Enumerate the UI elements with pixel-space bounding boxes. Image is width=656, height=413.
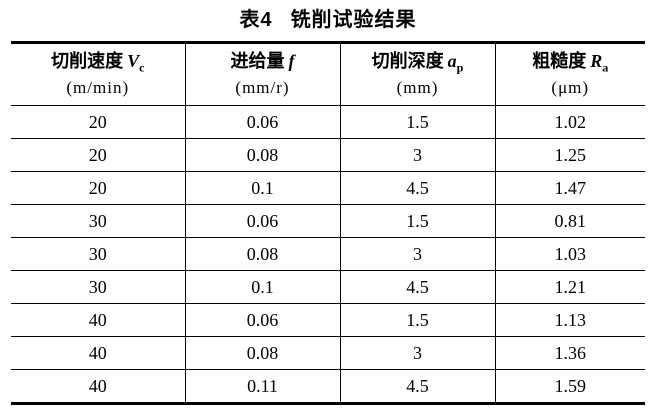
table-cell: 1.25: [494, 138, 645, 172]
table-title-text: 铣削试验结果: [290, 9, 417, 31]
table-cell: 1.13: [494, 303, 645, 337]
table-cell: 1.5: [339, 303, 496, 337]
table-cell: 30: [11, 270, 186, 304]
column-name: 粗糙度: [532, 51, 587, 71]
table-cell: 0.06: [184, 204, 341, 238]
table-cell: 0.08: [184, 237, 341, 271]
table-cell: 40: [11, 336, 186, 370]
table-cell: 0.1: [184, 270, 341, 304]
column-unit: (m/min): [66, 78, 130, 97]
table-cell: 40: [11, 369, 186, 404]
table-cell: 40: [11, 303, 186, 337]
table-cell: 20: [11, 105, 186, 139]
table-number: 表4: [239, 9, 273, 31]
table-cell: 1.47: [494, 171, 645, 205]
table-cell: 4.5: [339, 270, 496, 304]
table-row: 20 0.1 4.5 1.47: [11, 171, 645, 205]
column-symbol: Vc: [127, 51, 145, 75]
table-cell: 30: [11, 237, 186, 271]
table-row: 20 0.08 3 1.25: [11, 138, 645, 172]
header-cell-cutting-depth: 切削深度 ap (mm): [339, 42, 496, 106]
header-row: 切削速度 Vc (m/min) 进给量 f (mm/r) 切削深度 ap (mm): [11, 42, 645, 106]
table-cell: 3: [339, 138, 496, 172]
header-cell-cutting-speed: 切削速度 Vc (m/min): [11, 42, 186, 106]
table-row: 40 0.06 1.5 1.13: [11, 303, 645, 337]
results-table: 切削速度 Vc (m/min) 进给量 f (mm/r) 切削深度 ap (mm): [11, 41, 645, 405]
table-cell: 0.81: [494, 204, 645, 238]
table-cell: 20: [11, 138, 186, 172]
table-title: 表4 铣削试验结果: [0, 0, 656, 33]
column-symbol: f: [288, 51, 295, 71]
column-name: 切削深度: [371, 51, 444, 71]
table-cell: 4.5: [339, 171, 496, 205]
table-cell: 0.06: [184, 303, 341, 337]
table-header: 切削速度 Vc (m/min) 进给量 f (mm/r) 切削深度 ap (mm): [11, 42, 645, 106]
column-unit: (mm/r): [235, 78, 290, 97]
table-row: 40 0.11 4.5 1.59: [11, 369, 645, 404]
table-cell: 4.5: [339, 369, 496, 404]
table-row: 40 0.08 3 1.36: [11, 336, 645, 370]
table-cell: 0.08: [184, 138, 341, 172]
column-symbol: Ra: [590, 51, 609, 75]
column-unit: (μm): [551, 78, 590, 97]
table-cell: 1.36: [494, 336, 645, 370]
table-cell: 1.5: [339, 105, 496, 139]
table-cell: 0.06: [184, 105, 341, 139]
table-cell: 3: [339, 336, 496, 370]
table-cell: 1.21: [494, 270, 645, 304]
table-row: 20 0.06 1.5 1.02: [11, 105, 645, 139]
column-symbol: ap: [447, 51, 464, 75]
column-name: 切削速度: [51, 51, 124, 71]
table-body: 20 0.06 1.5 1.02 20 0.08 3 1.25 20 0.1 4.5 1.47 30 0.…: [11, 105, 645, 404]
table-cell: 1.5: [339, 204, 496, 238]
table-cell: 1.02: [494, 105, 645, 139]
table-cell: 0.1: [184, 171, 341, 205]
header-cell-feed: 进给量 f (mm/r): [184, 42, 341, 106]
table-cell: 1.03: [494, 237, 645, 271]
table-cell: 0.11: [184, 369, 341, 404]
table-cell: 3: [339, 237, 496, 271]
table-cell: 1.59: [494, 369, 645, 404]
table-row: 30 0.06 1.5 0.81: [11, 204, 645, 238]
header-cell-roughness: 粗糙度 Ra (μm): [494, 42, 645, 106]
table-cell: 30: [11, 204, 186, 238]
column-name: 进给量: [230, 51, 285, 71]
table-row: 30 0.1 4.5 1.21: [11, 270, 645, 304]
table-row: 30 0.08 3 1.03: [11, 237, 645, 271]
column-unit: (mm): [396, 78, 439, 97]
table-cell: 20: [11, 171, 186, 205]
table-cell: 0.08: [184, 336, 341, 370]
